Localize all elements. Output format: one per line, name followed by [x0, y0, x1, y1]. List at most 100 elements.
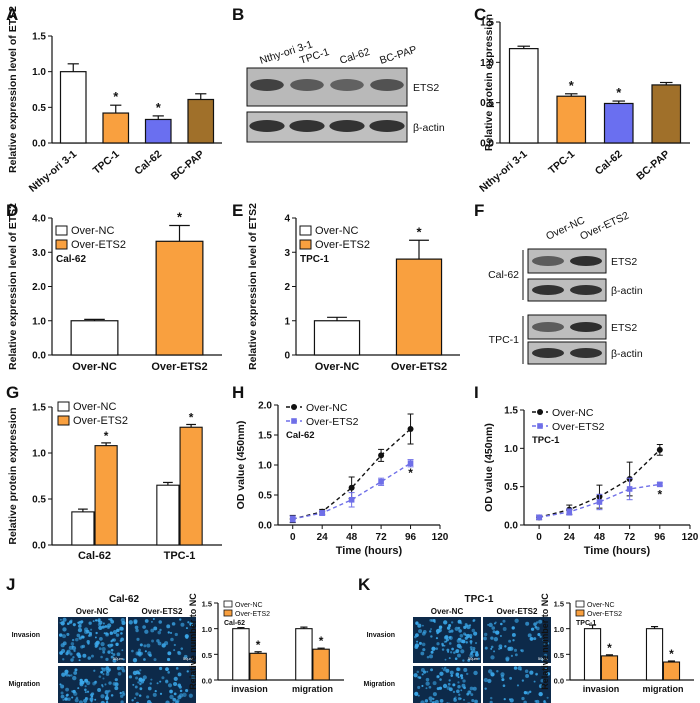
- cell-nucleus: [461, 677, 464, 680]
- cell-nucleus: [139, 687, 142, 690]
- y-axis-label: Relative expression level of ETS2: [7, 6, 19, 173]
- cell-nucleus: [455, 657, 458, 660]
- y-tick-label: 0.0: [202, 677, 212, 686]
- legend-label: Over-NC: [552, 407, 594, 419]
- cell-nucleus: [172, 622, 176, 626]
- legend-label: Over-ETS2: [73, 415, 128, 427]
- cell-nucleus: [174, 677, 178, 681]
- bar-Over-NC-migration: [296, 629, 312, 680]
- cell-nucleus: [484, 633, 487, 636]
- blot-B-actin-lane-band: [249, 120, 284, 132]
- cell-nucleus: [106, 672, 110, 676]
- cell-nucleus: [514, 619, 518, 623]
- cell-nucleus: [154, 658, 157, 661]
- cell-nucleus: [123, 658, 125, 660]
- x-tick-label: TPC-1: [546, 148, 577, 177]
- x-tick-label: 48: [594, 532, 606, 543]
- cell-nucleus: [433, 681, 437, 685]
- cell-nucleus: [431, 647, 435, 651]
- cell-nucleus: [167, 651, 171, 655]
- cell-nucleus: [180, 690, 183, 693]
- cell-nucleus: [90, 694, 93, 697]
- panel-label-K: K: [358, 575, 371, 594]
- cell-nucleus: [179, 693, 183, 697]
- cell-nucleus: [103, 622, 105, 624]
- bar-TPC-1: [557, 96, 586, 143]
- cell-nucleus: [425, 699, 428, 702]
- point-Over-ETS2: [597, 499, 603, 505]
- cell-nucleus: [472, 620, 474, 622]
- cell-nucleus: [160, 693, 162, 695]
- cell-nucleus: [71, 696, 73, 698]
- cell-nucleus: [438, 628, 442, 632]
- blot-group-label: TPC-1: [489, 334, 519, 346]
- image-row-label: Migration: [364, 681, 396, 688]
- blot-F-lane-nc-band: [532, 322, 564, 332]
- cell-nucleus: [129, 620, 133, 624]
- cell-nucleus: [413, 673, 417, 677]
- cell-nucleus: [514, 649, 517, 652]
- cell-nucleus: [105, 696, 109, 700]
- cell-nucleus: [93, 670, 95, 672]
- cell-nucleus: [414, 636, 417, 639]
- cell-nucleus: [66, 694, 69, 697]
- cell-nucleus: [75, 698, 79, 702]
- point-Over-ETS2: [290, 516, 296, 522]
- legend-swatch-Over-NC: [300, 226, 311, 235]
- cell-nucleus: [534, 681, 536, 683]
- cell-nucleus: [439, 625, 442, 628]
- cell-nucleus: [61, 692, 64, 695]
- cell-nucleus: [538, 692, 542, 696]
- cell-nucleus: [494, 637, 498, 641]
- point-Over-ETS2: [627, 486, 633, 492]
- cell-nucleus: [122, 669, 125, 672]
- cell-nucleus: [119, 627, 123, 631]
- x-tick-label: invasion: [231, 684, 268, 694]
- K-image-Migration-Over-NC: 50μm: [413, 666, 481, 703]
- cell-nucleus: [451, 621, 453, 623]
- cell-nucleus: [456, 689, 460, 693]
- chart-subtitle: Cal-62: [56, 254, 86, 265]
- cell-nucleus: [85, 691, 87, 693]
- cell-nucleus: [500, 635, 502, 637]
- cell-nucleus: [504, 645, 506, 647]
- cell-nucleus: [178, 673, 182, 677]
- y-tick-label: 1.0: [32, 67, 46, 78]
- cell-nucleus: [512, 626, 515, 629]
- cell-nucleus: [158, 620, 162, 624]
- y-tick-label: 2: [284, 282, 290, 293]
- cell-nucleus: [113, 630, 117, 634]
- cell-nucleus: [493, 650, 495, 652]
- cell-nucleus: [443, 684, 447, 688]
- cell-nucleus: [65, 673, 68, 676]
- cell-nucleus: [470, 646, 473, 649]
- cell-nucleus: [138, 672, 141, 675]
- figure: A B CD E FG H IJ K0.00.51.01.5Nthy-ori 3-1*TPC-…: [0, 0, 700, 703]
- cell-nucleus: [107, 623, 111, 627]
- cell-nucleus: [457, 654, 461, 658]
- image-col-label: Over-NC: [76, 607, 109, 616]
- cell-nucleus: [531, 628, 534, 631]
- cell-nucleus: [143, 658, 146, 661]
- y-tick-label: 1.5: [32, 403, 46, 414]
- cell-nucleus: [102, 647, 106, 651]
- x-tick-label: 120: [432, 532, 449, 543]
- point-Over-ETS2: [408, 460, 414, 466]
- point-Over-NC: [349, 485, 355, 491]
- chart-subtitle: Cal-62: [224, 620, 245, 627]
- cell-nucleus: [98, 626, 102, 630]
- y-tick-label: 2.0: [258, 401, 272, 412]
- cell-nucleus: [173, 649, 175, 651]
- significance-star: *: [408, 466, 413, 480]
- legend-swatch-Over-ETS2: [576, 610, 584, 616]
- cell-nucleus: [65, 688, 69, 692]
- x-tick-label: Over-ETS2: [391, 361, 447, 373]
- cell-nucleus: [102, 673, 104, 675]
- y-tick-label: 1: [284, 316, 290, 327]
- blot-F-lane-ets2-band: [570, 256, 602, 266]
- image-row-label: Invasion: [12, 632, 40, 639]
- y-tick-label: 3: [284, 248, 290, 259]
- cell-nucleus: [507, 647, 511, 651]
- bar-Over-NC-Cal-62: [72, 512, 94, 545]
- y-tick-label: 1.0: [554, 625, 564, 634]
